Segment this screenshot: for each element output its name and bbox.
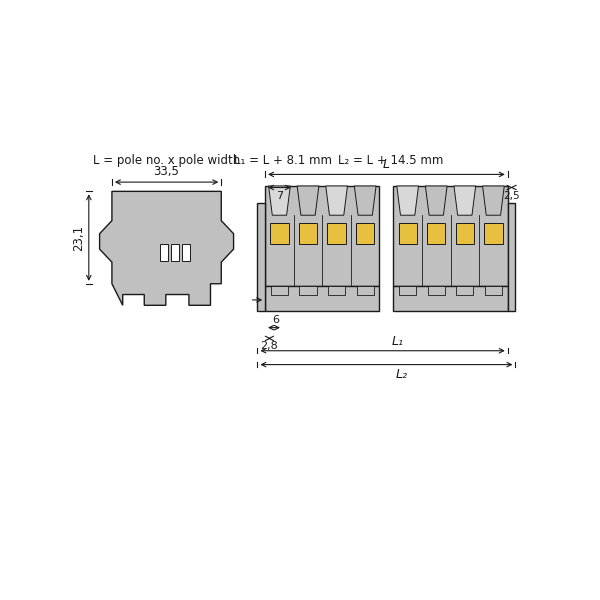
Text: 2,5: 2,5 [503,191,520,200]
Bar [398,223,417,244]
Polygon shape [508,203,515,311]
Polygon shape [397,186,419,215]
Polygon shape [297,186,319,215]
Bar [485,286,502,295]
Bar [455,223,474,244]
Bar [456,286,473,295]
Bar [171,244,179,260]
Bar [328,286,345,295]
Bar [265,286,379,311]
Text: L = pole no. x pole width: L = pole no. x pole width [94,154,241,167]
Polygon shape [454,186,476,215]
Bar [299,286,317,295]
Bar [265,186,379,286]
Text: 7: 7 [276,191,283,200]
Text: L₁ = L + 8.1 mm: L₁ = L + 8.1 mm [235,154,332,167]
Bar [182,244,190,260]
Text: L₁: L₁ [392,335,404,347]
Text: L: L [383,158,390,170]
Polygon shape [482,186,504,215]
Polygon shape [326,186,347,215]
Polygon shape [269,186,290,215]
Text: L₂ = L + 14.5 mm: L₂ = L + 14.5 mm [338,154,443,167]
Bar [160,244,168,260]
Bar [484,223,503,244]
Text: 6: 6 [272,316,279,325]
Bar [328,223,346,244]
Bar [394,186,508,286]
Polygon shape [355,186,376,215]
Bar [271,286,288,295]
Bar [299,223,317,244]
Text: L₂: L₂ [396,368,408,380]
Bar [428,286,445,295]
Bar [399,286,416,295]
Bar [356,223,374,244]
Bar [356,286,374,295]
Polygon shape [425,186,447,215]
Bar [270,223,289,244]
Text: 23,1: 23,1 [72,224,85,251]
Text: 33,5: 33,5 [154,165,179,178]
Polygon shape [100,191,233,305]
Bar [427,223,445,244]
Polygon shape [257,203,265,311]
Text: 2,8: 2,8 [260,341,278,351]
Bar [394,286,508,311]
